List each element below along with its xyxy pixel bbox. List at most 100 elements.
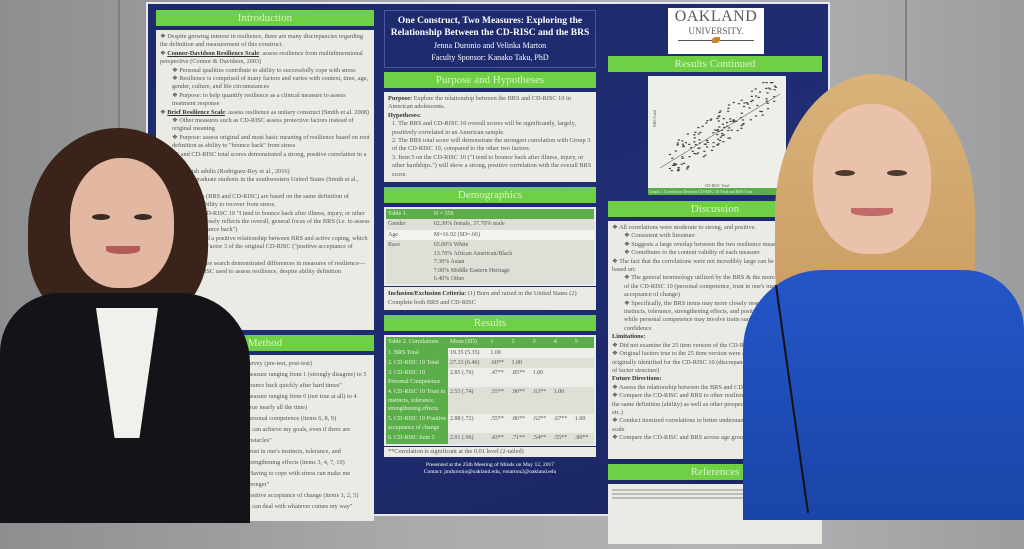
scatter-point xyxy=(694,131,697,133)
logo-subtext: UNIVERSITY. xyxy=(688,26,744,36)
method-item: measure ranging from 1 (strongly disagre… xyxy=(246,371,367,378)
bullet-item: ❖ The general terminology utilized by th… xyxy=(612,274,818,299)
faculty-sponsor: Faculty Sponsor: Kanako Taku, PhD xyxy=(431,53,549,62)
table-cell: .60** xyxy=(490,359,504,366)
face xyxy=(70,158,174,288)
bullet-icon: ❖ xyxy=(624,249,632,257)
bullet-text: The general terminology utilized by the … xyxy=(624,274,816,299)
bullet-item: ❖ Other measures such as CD-RISC assess … xyxy=(160,117,370,134)
scatter-point xyxy=(757,96,760,98)
scatter-plot xyxy=(659,82,781,172)
scatter-point xyxy=(705,122,708,124)
scatter-point xyxy=(756,104,759,106)
scatter-point xyxy=(748,107,751,109)
bullet-text: Suggests a large overlap between the two… xyxy=(631,240,787,248)
scatter-point xyxy=(732,121,735,123)
scatter-point xyxy=(695,153,698,155)
scatter-point xyxy=(681,156,684,158)
bullet-text: Purpose: assess original and most basic … xyxy=(172,133,370,150)
method-item: survey (pre-test, post-test) xyxy=(246,360,312,367)
demographics-row: Age M=16.92 (SD=.66) xyxy=(386,229,594,241)
bullet-icon: ❖ xyxy=(172,91,180,99)
purpose-header: Purpose and Hypotheses xyxy=(384,72,596,88)
column-header: 3 xyxy=(530,337,552,348)
scatter-point xyxy=(727,129,730,132)
scatter-point xyxy=(765,82,768,84)
scatter-point xyxy=(761,114,764,116)
bullet-item: ❖ Compare the CD-RISC and BRS to other r… xyxy=(612,392,818,417)
purpose-label: Purpose: xyxy=(388,95,413,102)
scatter-point xyxy=(676,144,679,146)
scatter-point xyxy=(709,119,712,121)
table-cell xyxy=(552,368,573,387)
scatter-point xyxy=(683,162,686,164)
bullet-icon: ❖ xyxy=(624,240,632,248)
method-item: Trust in one's instincts, tolerance, and… xyxy=(246,448,345,466)
scatter-point xyxy=(758,91,762,93)
bullet-text: Personal qualities contribute to ability… xyxy=(179,66,356,74)
table-cell: 2.53 (.74) xyxy=(450,389,474,396)
table-cell: .80** xyxy=(574,435,589,442)
scatter-point xyxy=(693,152,696,155)
method-item: Personal competence (items 6, 8, 9) xyxy=(246,415,337,422)
oakland-university-logo: OAKLAND UNIVERSITY. xyxy=(668,8,764,54)
scatter-point xyxy=(691,150,694,152)
scatter-point xyxy=(728,127,731,129)
scatter-point xyxy=(721,123,725,125)
table-cell xyxy=(573,348,594,358)
y-axis-label: BRS Total xyxy=(651,110,657,127)
column-header: 1 xyxy=(488,337,510,348)
method-item: "I can deal with whatever comes my way" xyxy=(246,503,353,510)
method-item: Positive acceptance of change (items 1, … xyxy=(246,492,359,499)
criteria-panel: Inclusion/Exclusion Criteria: (1) Born a… xyxy=(384,287,596,311)
table-cell: 1.00 xyxy=(532,370,544,377)
row-value: 62.30% female, 37.70% male xyxy=(433,221,505,228)
bullet-text: Despite growing interest in resilience, … xyxy=(160,33,364,49)
scatter-point xyxy=(716,129,719,131)
bullet-icon: ❖ xyxy=(612,392,620,400)
table-cell: 1. BRS Total xyxy=(386,347,448,358)
scatter-point xyxy=(688,143,691,145)
bullet-icon: ❖ xyxy=(612,224,619,231)
bullet-text: Assess the relationship between the BRS … xyxy=(618,383,807,391)
column-header: Table 2. Correlations xyxy=(386,337,448,348)
bullet-text: Compare the CD-RISC and BRS to other res… xyxy=(612,392,816,416)
scatter-point xyxy=(729,118,732,120)
bullet-item: Future Directions: xyxy=(612,375,818,383)
bullet-item: ❖ Assess the relationship between the BR… xyxy=(612,384,818,392)
scatter-point xyxy=(704,154,707,156)
authors: Jenna Duronio and Velinka Marton xyxy=(433,41,547,50)
scatter-point xyxy=(699,131,702,133)
bullet-item: ❖ Contributes to the content validity of… xyxy=(612,249,818,257)
scatter-point xyxy=(703,150,706,152)
row-label: Age xyxy=(388,231,398,238)
scatter-point xyxy=(743,102,746,104)
scatter-point xyxy=(762,82,765,84)
demographics-row: Race 65.60% White 13.70% African American… xyxy=(386,240,594,285)
scatter-point xyxy=(718,111,721,114)
introduction-header: Introduction xyxy=(156,10,374,26)
scatter-point xyxy=(717,143,720,145)
scatter-point xyxy=(729,120,732,122)
scatter-point xyxy=(712,142,715,144)
hypothesis-item: 3. Item 5 on the CD-RISC 10 ("I tend to … xyxy=(392,153,592,178)
header-row: Table 2. Correlations Mean (SD) 1 2 3 4 5 xyxy=(386,337,594,348)
criteria-text: (1) Born and raised in the United States… xyxy=(388,290,577,306)
scatter-point xyxy=(740,112,743,114)
bullet-item: ❖ Personal qualities contribute to abili… xyxy=(160,67,370,75)
scatter-point xyxy=(770,82,773,84)
subheading: Future Directions: xyxy=(612,375,662,383)
middle-column: One Construct, Two Measures: Exploring t… xyxy=(384,10,596,476)
scatter-point xyxy=(698,142,701,144)
bullet-item: ❖ Connor-Davidson Resilience Scale: asse… xyxy=(160,50,370,67)
correlation-table: Table 2. Correlations Mean (SD) 1 2 3 4 5 1. BR… xyxy=(386,337,594,444)
scatter-point xyxy=(760,111,763,113)
column-header: 2 xyxy=(509,337,531,348)
table-cell xyxy=(531,348,552,358)
scatter-point xyxy=(717,138,720,140)
scatter-point xyxy=(686,133,689,135)
bullet-text: Contributes to the content validity of e… xyxy=(631,249,760,257)
table-cell: .90** xyxy=(511,389,526,396)
table-cell: .55** xyxy=(490,389,504,396)
bullet-item: ❖ Brief Resilience Scale: assess resilie… xyxy=(160,109,370,117)
